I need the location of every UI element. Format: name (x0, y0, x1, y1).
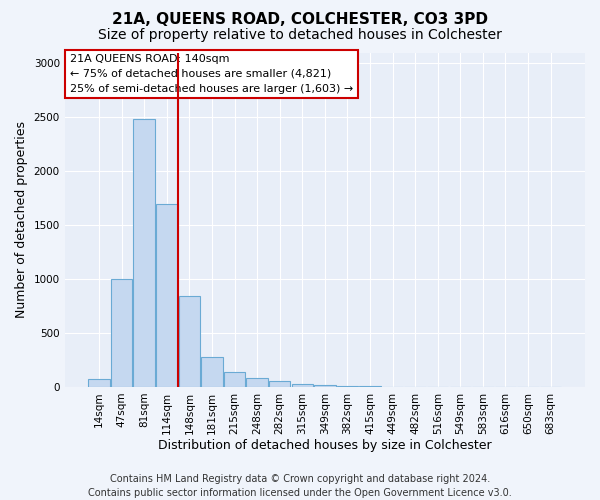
Bar (292, 384, 313, 387)
Text: 21A QUEENS ROAD: 140sqm
← 75% of detached houses are smaller (4,821)
25% of semi: 21A QUEENS ROAD: 140sqm ← 75% of detache… (70, 54, 353, 94)
Text: Contains HM Land Registry data © Crown copyright and database right 2024.
Contai: Contains HM Land Registry data © Crown c… (88, 474, 512, 498)
Bar (359, 386, 381, 387)
Bar (179, 296, 200, 387)
Bar (88, 379, 110, 387)
Bar (111, 279, 133, 387)
Bar (201, 356, 223, 387)
Y-axis label: Number of detached properties: Number of detached properties (15, 121, 28, 318)
X-axis label: Distribution of detached houses by size in Colchester: Distribution of detached houses by size … (158, 440, 491, 452)
Bar (269, 381, 290, 387)
Text: Size of property relative to detached houses in Colchester: Size of property relative to detached ho… (98, 28, 502, 42)
Bar (337, 386, 358, 387)
Bar (133, 120, 155, 387)
Bar (224, 372, 245, 387)
Bar (156, 204, 178, 387)
Bar (314, 385, 335, 387)
Text: 21A, QUEENS ROAD, COLCHESTER, CO3 3PD: 21A, QUEENS ROAD, COLCHESTER, CO3 3PD (112, 12, 488, 28)
Bar (247, 378, 268, 387)
